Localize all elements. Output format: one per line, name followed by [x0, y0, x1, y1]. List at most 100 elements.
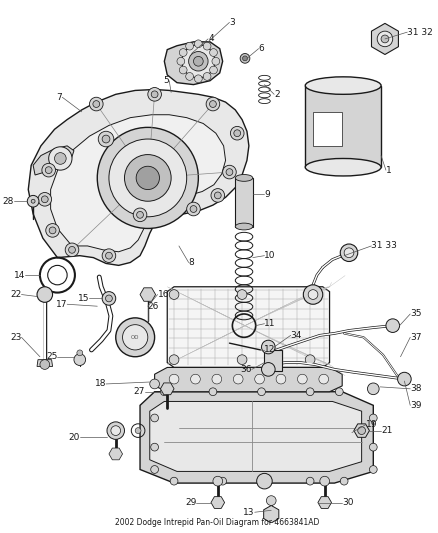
- Bar: [305, 86, 381, 167]
- Circle shape: [261, 340, 275, 354]
- Polygon shape: [140, 288, 155, 301]
- Circle shape: [116, 318, 155, 357]
- Circle shape: [306, 477, 314, 485]
- Ellipse shape: [305, 77, 381, 94]
- Text: 11: 11: [265, 319, 276, 328]
- Circle shape: [305, 289, 315, 300]
- Ellipse shape: [235, 223, 253, 230]
- Circle shape: [49, 227, 56, 234]
- Circle shape: [234, 130, 240, 136]
- Circle shape: [89, 97, 103, 111]
- Text: 10: 10: [265, 251, 276, 260]
- Text: 8: 8: [189, 258, 194, 267]
- Circle shape: [151, 414, 159, 422]
- Circle shape: [190, 206, 197, 213]
- Text: 31 33: 31 33: [371, 241, 397, 251]
- Circle shape: [398, 372, 411, 386]
- Circle shape: [169, 355, 179, 365]
- Bar: [235, 178, 253, 227]
- Text: 23: 23: [10, 333, 21, 342]
- Circle shape: [213, 477, 223, 486]
- Circle shape: [169, 374, 179, 384]
- Circle shape: [212, 58, 220, 65]
- Circle shape: [255, 374, 265, 384]
- Circle shape: [182, 45, 215, 78]
- Circle shape: [194, 40, 202, 47]
- Text: 7: 7: [57, 93, 62, 102]
- Text: 9: 9: [265, 190, 270, 199]
- Polygon shape: [51, 115, 226, 252]
- Text: 2: 2: [274, 90, 280, 99]
- Circle shape: [74, 354, 85, 366]
- Text: 5: 5: [163, 76, 169, 85]
- Circle shape: [170, 477, 178, 485]
- Circle shape: [340, 477, 348, 485]
- Polygon shape: [37, 360, 53, 367]
- Circle shape: [369, 466, 377, 473]
- Circle shape: [150, 379, 159, 389]
- Circle shape: [102, 135, 110, 143]
- Circle shape: [42, 163, 56, 177]
- Polygon shape: [160, 383, 174, 395]
- Text: 35: 35: [410, 310, 422, 319]
- Circle shape: [240, 53, 250, 63]
- Text: 4: 4: [208, 35, 214, 43]
- Circle shape: [37, 287, 53, 302]
- Circle shape: [237, 289, 247, 300]
- Circle shape: [340, 244, 358, 262]
- Circle shape: [203, 72, 211, 80]
- Circle shape: [177, 58, 185, 65]
- Text: 26: 26: [148, 302, 159, 311]
- Circle shape: [111, 426, 120, 435]
- Circle shape: [369, 443, 377, 451]
- Text: 12: 12: [265, 345, 276, 354]
- Polygon shape: [264, 505, 279, 523]
- Circle shape: [187, 202, 200, 216]
- Text: OD: OD: [131, 335, 139, 340]
- Circle shape: [304, 285, 323, 304]
- Circle shape: [230, 126, 244, 140]
- Circle shape: [69, 246, 75, 253]
- Circle shape: [40, 360, 49, 369]
- Circle shape: [257, 473, 272, 489]
- Circle shape: [179, 49, 187, 56]
- Polygon shape: [155, 367, 342, 392]
- Circle shape: [212, 374, 222, 384]
- Circle shape: [214, 192, 221, 199]
- Circle shape: [106, 295, 112, 302]
- Circle shape: [210, 49, 217, 56]
- Text: 17: 17: [56, 300, 67, 309]
- Circle shape: [148, 87, 162, 101]
- Polygon shape: [28, 90, 249, 265]
- Circle shape: [97, 127, 198, 229]
- Text: 28: 28: [2, 197, 14, 206]
- Text: 22: 22: [10, 290, 21, 299]
- Text: 29: 29: [185, 498, 196, 507]
- Circle shape: [107, 422, 124, 439]
- Text: 27: 27: [134, 387, 145, 396]
- Circle shape: [133, 208, 147, 222]
- Circle shape: [102, 249, 116, 262]
- Circle shape: [49, 147, 72, 170]
- Text: 30: 30: [342, 498, 354, 507]
- Text: 16: 16: [158, 290, 169, 299]
- Polygon shape: [164, 42, 223, 85]
- Circle shape: [102, 292, 116, 305]
- Circle shape: [226, 168, 233, 175]
- Circle shape: [151, 466, 159, 473]
- Circle shape: [186, 72, 194, 80]
- Circle shape: [106, 252, 112, 259]
- Circle shape: [319, 374, 328, 384]
- Circle shape: [369, 414, 377, 422]
- Polygon shape: [211, 497, 225, 508]
- Polygon shape: [150, 401, 362, 471]
- Polygon shape: [167, 287, 329, 367]
- Circle shape: [27, 196, 39, 207]
- Text: 25: 25: [46, 352, 57, 361]
- Text: 36: 36: [240, 365, 252, 374]
- Circle shape: [186, 42, 194, 50]
- Circle shape: [211, 189, 225, 202]
- Text: 20: 20: [68, 433, 80, 442]
- Circle shape: [194, 75, 202, 83]
- Circle shape: [223, 165, 236, 179]
